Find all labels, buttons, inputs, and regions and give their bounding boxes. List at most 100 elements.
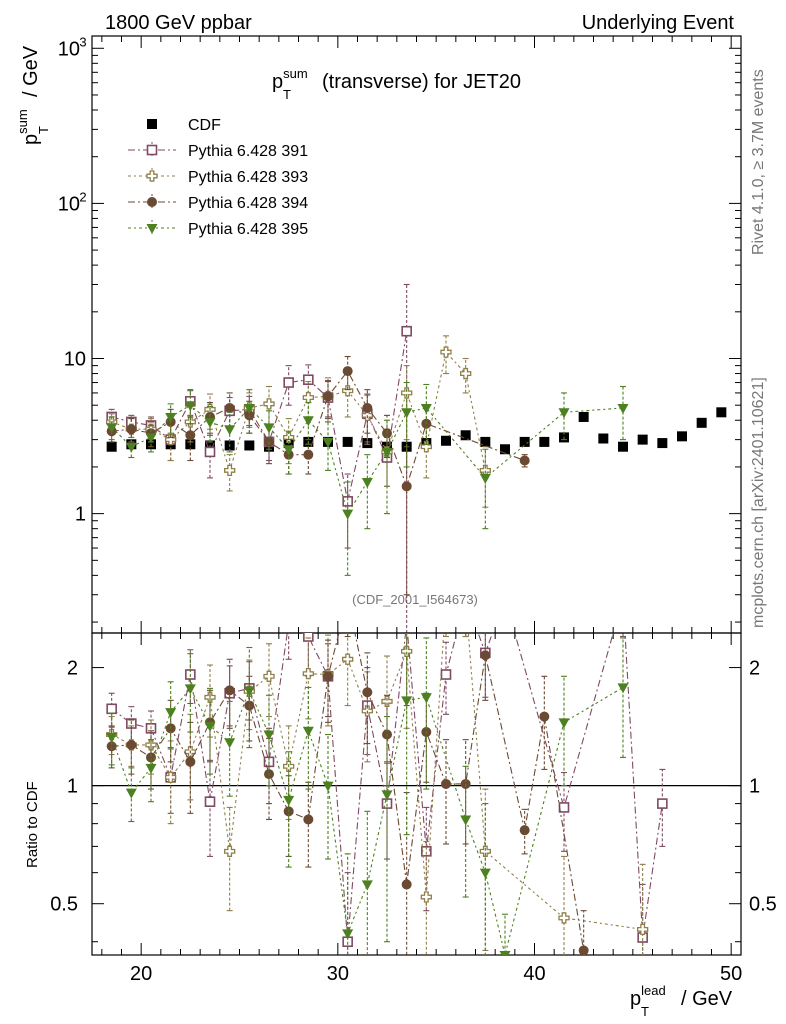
ylabel-sup: sum	[15, 109, 30, 134]
ratio-point-pythia-6-428-394	[441, 778, 451, 789]
ratio-point-pythia-6-428-395	[342, 929, 354, 940]
ratio-y-tick-label: 1	[67, 776, 78, 798]
point-pythia-6-428-395	[617, 403, 629, 414]
point-cdf	[696, 417, 707, 428]
ratio-point-pythia-6-428-391	[204, 796, 216, 808]
point-pythia-6-428-394	[342, 366, 353, 377]
ratio-point-pythia-6-428-391	[440, 669, 452, 680]
header-right: Underlying Event	[582, 12, 735, 34]
ratio-point-pythia-6-428-395	[381, 790, 393, 801]
point-pythia-6-428-393	[401, 387, 413, 399]
point-pythia-6-428-395	[243, 403, 255, 414]
point-pythia-6-428-393	[420, 441, 432, 453]
x-tick-label: 50	[720, 963, 742, 985]
point-cdf	[519, 436, 530, 447]
point-pythia-6-428-394	[185, 430, 196, 441]
point-cdf	[539, 436, 550, 447]
ratio-y-tick-label-right: 2	[749, 658, 760, 680]
ratio-point-pythia-6-428-391	[558, 802, 570, 813]
ratio-point-pythia-6-428-393	[381, 695, 393, 708]
watermark: (CDF_2001_I564673)	[352, 592, 478, 607]
ratio-line-pythia-6-428-395	[111, 686, 624, 955]
ratio-point-pythia-6-428-393	[420, 891, 432, 903]
ratio-point-pythia-6-428-393	[558, 912, 570, 924]
ratio-point-pythia-6-428-391	[619, 594, 628, 603]
title-sub: T	[283, 87, 291, 102]
point-pythia-6-428-393	[342, 385, 354, 397]
series-line-pythia-6-428-393	[111, 350, 486, 473]
ratio-point-pythia-6-428-394	[539, 711, 550, 722]
point-cdf	[244, 440, 255, 451]
ratio-point-pythia-6-428-394	[480, 650, 491, 661]
point-pythia-6-428-393	[440, 346, 452, 358]
ratio-point-pythia-6-428-395	[617, 683, 629, 694]
ratio-point-pythia-6-428-391	[106, 703, 117, 715]
ratio-point-pythia-6-428-393	[401, 645, 413, 657]
ratio-point-pythia-6-428-395	[106, 733, 118, 744]
ratio-point-pythia-6-428-394	[126, 739, 137, 750]
point-pythia-6-428-395	[322, 437, 334, 448]
y-tick-exponent: 3	[79, 34, 86, 49]
ratio-line-pythia-6-428-393	[111, 633, 643, 930]
legend-label-pythia-6-428-393: Pythia 6.428 393	[188, 169, 308, 186]
ratio-point-pythia-6-428-391	[284, 618, 293, 627]
ratio-point-pythia-6-428-395	[479, 868, 491, 879]
plot-title: psum T (transverse) for JET20	[272, 66, 521, 102]
point-cdf	[500, 444, 510, 455]
point-pythia-6-428-395	[420, 403, 432, 414]
y-tick-label: 10	[64, 349, 86, 371]
y-tick-label: 10	[58, 38, 80, 60]
xlabel-sup: lead	[641, 983, 666, 998]
point-pythia-6-428-394	[519, 455, 530, 466]
ratio-point-pythia-6-428-394	[185, 756, 196, 767]
point-pythia-6-428-395	[165, 412, 177, 423]
ratio-point-pythia-6-428-394	[303, 814, 314, 825]
point-cdf	[637, 434, 648, 445]
legend: CDF Pythia 6.428 391 Pythia 6.428 393 Pythi…	[128, 117, 308, 238]
point-pythia-6-428-393	[224, 464, 236, 477]
ratio-point-pythia-6-428-394	[323, 671, 333, 682]
ylabel-rest: / GeV	[20, 45, 42, 97]
point-pythia-6-428-393	[460, 367, 472, 380]
x-axis-label: plead T / GeV	[630, 983, 733, 1019]
point-pythia-6-428-394	[126, 424, 137, 435]
x-tick-label: 30	[327, 963, 349, 985]
point-cdf	[342, 436, 353, 447]
point-cdf	[460, 430, 471, 441]
ratio-y-tick-label-right: 1	[749, 776, 760, 798]
title-sup: sum	[283, 66, 308, 81]
ratio-point-pythia-6-428-391	[657, 798, 668, 809]
point-pythia-6-428-394	[401, 481, 412, 492]
ratio-point-pythia-6-428-395	[165, 708, 177, 719]
ratio-point-pythia-6-428-394	[578, 945, 589, 955]
ratio-point-pythia-6-428-394	[519, 825, 530, 836]
ratio-point-pythia-6-428-391	[501, 594, 510, 603]
point-cdf	[441, 435, 451, 446]
ratio-point-pythia-6-428-395	[145, 763, 157, 774]
legend-marker-pythia-6-428-393	[146, 170, 158, 182]
ylabel-p: p	[20, 134, 42, 145]
xlabel-p: p	[630, 988, 641, 1010]
legend-label-pythia-6-428-395: Pythia 6.428 395	[188, 221, 308, 238]
ratio-point-pythia-6-428-393	[263, 670, 275, 682]
ratio-point-pythia-6-428-391	[303, 633, 314, 642]
ylabel-sub: T	[36, 126, 51, 134]
point-pythia-6-428-395	[381, 447, 393, 458]
ratio-point-pythia-6-428-394	[146, 752, 156, 763]
point-pythia-6-428-394	[362, 402, 373, 413]
ratio-series-group	[106, 594, 668, 955]
point-cdf	[106, 441, 117, 452]
ratio-point-pythia-6-428-395	[401, 696, 413, 707]
ratio-point-pythia-6-428-393	[637, 923, 649, 936]
ratio-point-pythia-6-428-395	[460, 815, 472, 826]
main-y-label: psum T / GeV	[15, 45, 51, 145]
series-line-pythia-6-428-395	[111, 404, 624, 515]
point-pythia-6-428-391	[303, 374, 314, 386]
ratio-y-label: Ratio to CDF	[24, 781, 41, 868]
point-pythia-6-428-395	[125, 442, 137, 453]
ratio-point-pythia-6-428-395	[558, 718, 570, 729]
ratio-point-pythia-6-428-395	[243, 686, 255, 697]
point-pythia-6-428-395	[361, 477, 373, 488]
